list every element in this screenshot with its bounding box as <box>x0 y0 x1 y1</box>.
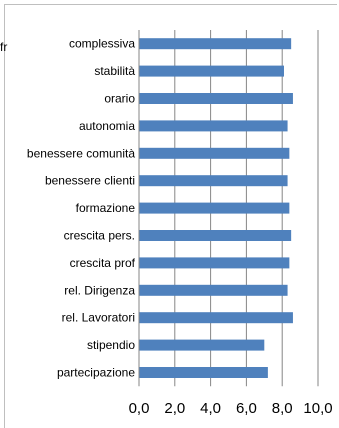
x-tick-label: 6,0 <box>236 400 257 417</box>
category-label: rel. Dirigenza <box>64 283 135 297</box>
category-label: stipendio <box>87 338 135 352</box>
clipped-text-fragment: fr <box>0 40 8 54</box>
category-label: benessere comunità <box>27 146 135 160</box>
category-label: orario <box>104 92 135 106</box>
category-label: rel. Lavoratori <box>62 311 135 325</box>
bar <box>139 257 290 269</box>
x-tick-label: 8,0 <box>272 400 293 417</box>
bar <box>139 147 290 159</box>
bar <box>139 120 288 132</box>
category-label: complessiva <box>69 37 135 51</box>
category-labels: complessiva stabilità orario autonomia benes… <box>27 37 136 380</box>
bar <box>139 230 292 241</box>
x-tick-label: 10,0 <box>303 400 332 417</box>
category-label: stabilità <box>94 64 135 78</box>
bar <box>139 312 293 324</box>
x-tick-label: 4,0 <box>200 400 221 417</box>
bar <box>139 175 288 187</box>
category-label: crescita prof <box>70 256 136 270</box>
bar <box>139 339 265 351</box>
category-label: autonomia <box>79 119 135 133</box>
bar <box>139 93 293 104</box>
category-label: formazione <box>76 201 136 215</box>
x-tick-label: 2,0 <box>164 400 185 417</box>
bars-group <box>139 38 293 378</box>
x-tick-label: 0,0 <box>129 400 150 417</box>
bar <box>139 65 284 77</box>
bar <box>139 367 268 378</box>
bar <box>139 202 290 214</box>
bar <box>139 284 288 296</box>
category-label: partecipazione <box>57 366 135 380</box>
tick-labels: 0,0 2,0 4,0 6,0 8,0 10,0 <box>129 400 333 417</box>
bar <box>139 38 292 50</box>
category-label: crescita pers. <box>64 229 135 243</box>
category-label: benessere clienti <box>45 174 135 188</box>
